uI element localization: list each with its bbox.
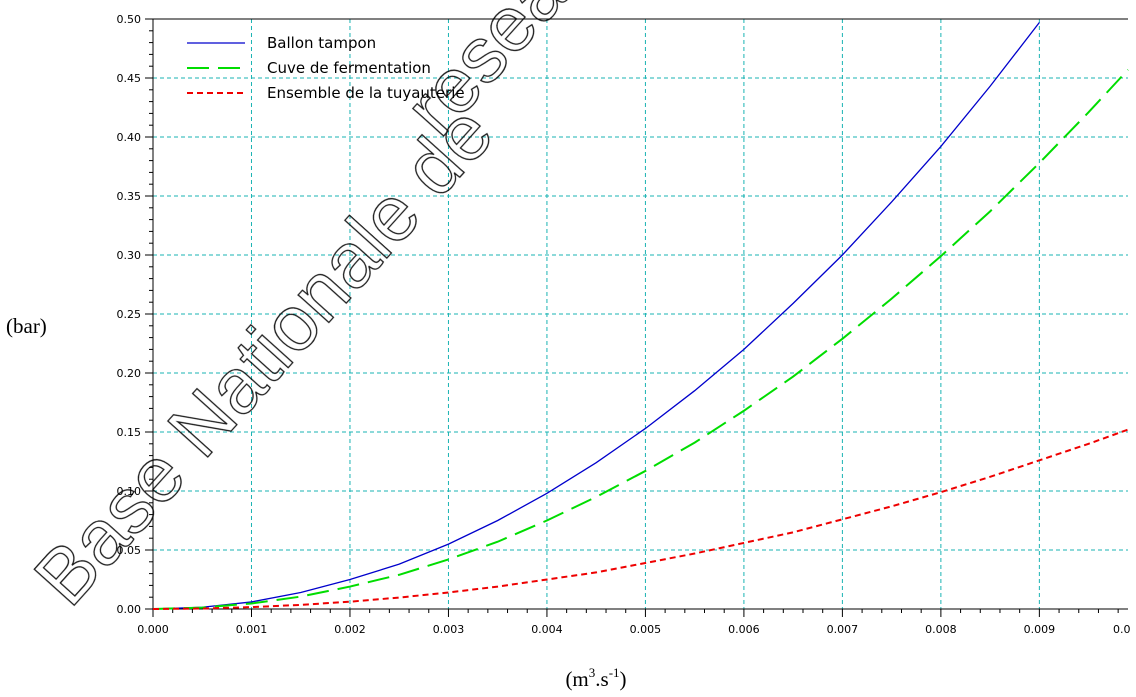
x-axis-title-base: (m — [565, 667, 588, 691]
grid — [153, 18, 1128, 609]
legend-label-2: Cuve de fermentation — [267, 59, 431, 77]
y-tick-label: 0.05 — [117, 544, 142, 557]
y-axis-title: (bar) — [6, 314, 47, 338]
x-tick-label: 0.007 — [827, 623, 859, 636]
y-tick-label: 0.20 — [117, 367, 142, 380]
x-tick-label: 0.0 — [1113, 623, 1131, 636]
y-tick-label: 0.25 — [117, 308, 142, 321]
y-tick-label: 0.35 — [117, 190, 142, 203]
watermark-text-1: Base Nationale de — [17, 89, 509, 622]
legend-label-3: Ensemble de la tuyauterie — [267, 84, 465, 102]
x-tick-label: 0.009 — [1024, 623, 1056, 636]
y-tick-label: 0.15 — [117, 426, 142, 439]
x-tick-label: 0.004 — [531, 623, 563, 636]
y-tick-label: 0.00 — [117, 603, 142, 616]
axes — [145, 18, 1128, 617]
watermark-text-2: research — [387, 0, 655, 151]
x-axis-title-mid: .s — [595, 667, 608, 691]
y-tick-label: 0.50 — [117, 13, 142, 26]
x-tick-label: 0.002 — [334, 623, 366, 636]
x-tick-label: 0.000 — [137, 623, 169, 636]
x-axis-title: (m3.s-1) — [565, 665, 626, 691]
x-tick-label: 0.003 — [433, 623, 465, 636]
tick-labels: 0.00 0.05 0.10 0.15 0.20 0.25 0.30 0.35 0.40 0.45… — [117, 13, 1131, 636]
legend: Ballon tampon Cuve de fermentation Ensembl… — [187, 34, 465, 102]
legend-label-1: Ballon tampon — [267, 34, 376, 52]
x-tick-label: 0.005 — [630, 623, 662, 636]
series-line-2 — [152, 69, 1129, 610]
x-tick-label: 0.006 — [728, 623, 760, 636]
series-line-1 — [152, 22, 1040, 610]
x-tick-label: 0.008 — [925, 623, 957, 636]
series-line-3 — [152, 428, 1129, 610]
y-tick-label: 0.10 — [117, 485, 142, 498]
series-lines — [152, 22, 1129, 610]
y-tick-label: 0.40 — [117, 131, 142, 144]
x-axis-title-end: ) — [620, 667, 627, 691]
y-tick-label: 0.45 — [117, 72, 142, 85]
x-axis-title-sup1: 3 — [589, 665, 596, 680]
x-axis-title-sup2: -1 — [609, 665, 620, 680]
y-tick-label: 0.30 — [117, 249, 142, 262]
x-tick-label: 0.001 — [236, 623, 268, 636]
